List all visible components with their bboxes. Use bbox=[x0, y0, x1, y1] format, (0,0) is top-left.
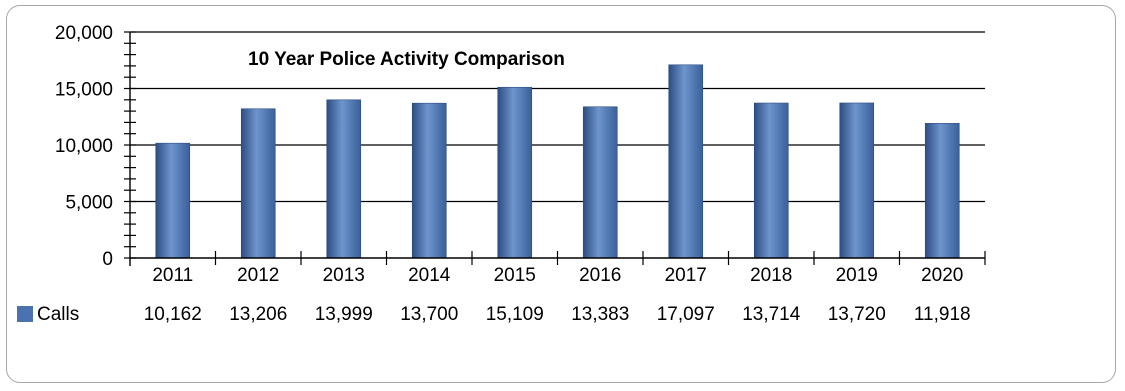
y-tick-label: 10,000 bbox=[55, 136, 113, 157]
data-table-value: 15,109 bbox=[486, 304, 544, 325]
x-tick-label: 2015 bbox=[494, 265, 536, 286]
chart-title: 10 Year Police Activity Comparison bbox=[248, 49, 565, 70]
bar bbox=[668, 64, 704, 259]
legend-swatch bbox=[17, 306, 33, 322]
x-tick-label: 2012 bbox=[237, 265, 279, 286]
data-table-value: 13,720 bbox=[828, 304, 886, 325]
x-tick-label: 2011 bbox=[152, 265, 193, 286]
axes bbox=[124, 31, 986, 266]
bar bbox=[497, 86, 533, 259]
y-tick-label: 15,000 bbox=[55, 80, 113, 101]
y-tick-label: 20,000 bbox=[55, 23, 113, 44]
y-tick-label: 0 bbox=[102, 249, 113, 270]
bar bbox=[411, 102, 447, 259]
bar bbox=[753, 102, 789, 259]
y-tick-label: 5,000 bbox=[65, 193, 113, 214]
x-tick-label: 2013 bbox=[323, 265, 365, 286]
x-tick-label: 2019 bbox=[836, 265, 878, 286]
bar bbox=[155, 142, 191, 259]
data-table-value: 10,162 bbox=[144, 304, 202, 325]
bars bbox=[155, 64, 960, 259]
x-tick-label: 2014 bbox=[408, 265, 451, 286]
bar bbox=[582, 106, 618, 259]
x-tick-label: 2018 bbox=[750, 265, 792, 286]
data-table-value: 11,918 bbox=[914, 304, 971, 325]
data-table-value: 13,714 bbox=[742, 304, 801, 325]
data-table-value: 13,206 bbox=[229, 304, 287, 325]
bar bbox=[924, 123, 960, 259]
data-table-value: 13,999 bbox=[315, 304, 373, 325]
bar bbox=[240, 108, 276, 259]
data-table-value: 13,700 bbox=[400, 304, 458, 325]
data-table-value: 13,383 bbox=[571, 304, 629, 325]
bar bbox=[326, 99, 362, 259]
x-tick-label: 2020 bbox=[921, 265, 963, 286]
labels: 0 5,000 10,000 15,000 20,000 2011 10,162 2012 13… bbox=[17, 23, 971, 325]
x-tick-label: 2016 bbox=[579, 265, 621, 286]
legend-series-name: Calls bbox=[37, 304, 79, 325]
bar bbox=[839, 102, 875, 259]
x-tick-label: 2017 bbox=[665, 265, 707, 286]
data-table-value: 17,097 bbox=[657, 304, 715, 325]
